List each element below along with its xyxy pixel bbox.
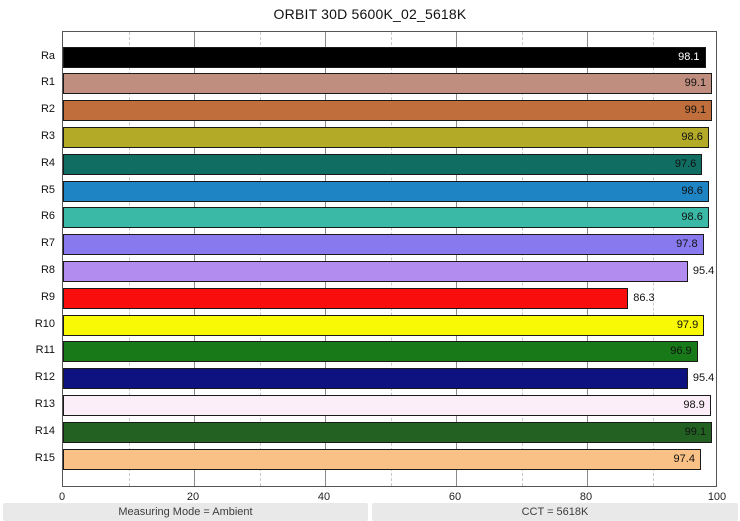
value-label-R2: 99.1: [684, 104, 707, 117]
category-label-R15: R15: [34, 451, 55, 464]
value-label-R6: 98.6: [681, 211, 703, 224]
gridline-minor-50: [390, 32, 392, 486]
bar-R11: [63, 341, 698, 363]
gridline-minor-70: [521, 32, 523, 486]
x-tick-100: 100: [707, 491, 727, 503]
value-label-R5: 98.6: [681, 184, 703, 197]
category-label-Ra: Ra: [40, 49, 55, 62]
gridline-major-80: [587, 32, 588, 486]
value-label-R7: 97.8: [676, 238, 698, 251]
bar-R7: [63, 234, 704, 256]
bar-R1: [63, 73, 713, 95]
gridline-major-40: [325, 32, 326, 486]
value-label-R4: 97.6: [674, 157, 697, 170]
gridline-minor-90: [652, 32, 654, 486]
category-label-R14: R14: [34, 424, 55, 437]
category-label-R7: R7: [40, 237, 55, 250]
bar-R2: [63, 100, 713, 122]
x-tick-60: 60: [448, 491, 462, 503]
bar-R14: [63, 421, 713, 443]
value-label-R13: 98.9: [683, 398, 705, 411]
plot-area: 98.1 99.1 99.1 98.6 97.6 98.6 98.6 97.8 95.4 86.3…: [62, 31, 717, 487]
category-label-R12: R12: [34, 371, 55, 384]
x-tick-0: 0: [58, 491, 66, 503]
x-tick-40: 40: [317, 491, 331, 503]
gridline-major-20: [194, 32, 195, 486]
category-label-R13: R13: [34, 397, 55, 410]
value-label-R3: 98.6: [681, 130, 703, 143]
footer-cct: CCT = 5618K: [372, 503, 738, 521]
category-label-R3: R3: [40, 129, 55, 142]
x-tick-80: 80: [579, 491, 593, 503]
bar-R5: [63, 180, 709, 202]
bar-R15: [63, 448, 701, 470]
value-label-R9: 86.3: [633, 291, 655, 304]
category-label-R11: R11: [35, 344, 55, 357]
value-label-R14: 99.1: [684, 425, 707, 438]
bar-R9: [63, 287, 629, 309]
category-label-R4: R4: [40, 156, 55, 169]
bar-R6: [63, 207, 709, 229]
gridline-minor-10: [128, 32, 130, 486]
category-label-R9: R9: [40, 290, 55, 303]
bar-R4: [63, 153, 703, 175]
bar-R8: [63, 260, 688, 282]
footer-measuring-mode: Measuring Mode = Ambient: [3, 503, 368, 521]
category-label-R5: R5: [40, 183, 55, 196]
value-label-R8: 95.4: [692, 264, 715, 277]
value-label-R10: 97.9: [676, 318, 699, 331]
category-label-R6: R6: [40, 210, 55, 223]
value-label-R15: 97.4: [673, 452, 695, 465]
category-label-R2: R2: [40, 103, 55, 116]
bar-R10: [63, 314, 705, 336]
bar-Ra: [63, 46, 706, 68]
value-label-R11: 96.9: [670, 345, 692, 358]
category-label-R1: R1: [40, 76, 55, 89]
bar-R13: [63, 394, 711, 416]
chart-title: ORBIT 30D 5600K_02_5618K: [273, 6, 467, 22]
gridline-minor-30: [259, 32, 261, 486]
bar-R3: [63, 126, 709, 148]
value-label-R12: 95.4: [692, 372, 715, 385]
category-label-R8: R8: [40, 263, 55, 276]
bar-R12: [63, 368, 688, 390]
category-label-R10: R10: [34, 317, 55, 330]
value-label-R1: 99.1: [684, 77, 707, 90]
x-tick-20: 20: [186, 491, 200, 503]
gridline-major-60: [456, 32, 457, 486]
value-label-Ra: 98.1: [678, 50, 700, 63]
